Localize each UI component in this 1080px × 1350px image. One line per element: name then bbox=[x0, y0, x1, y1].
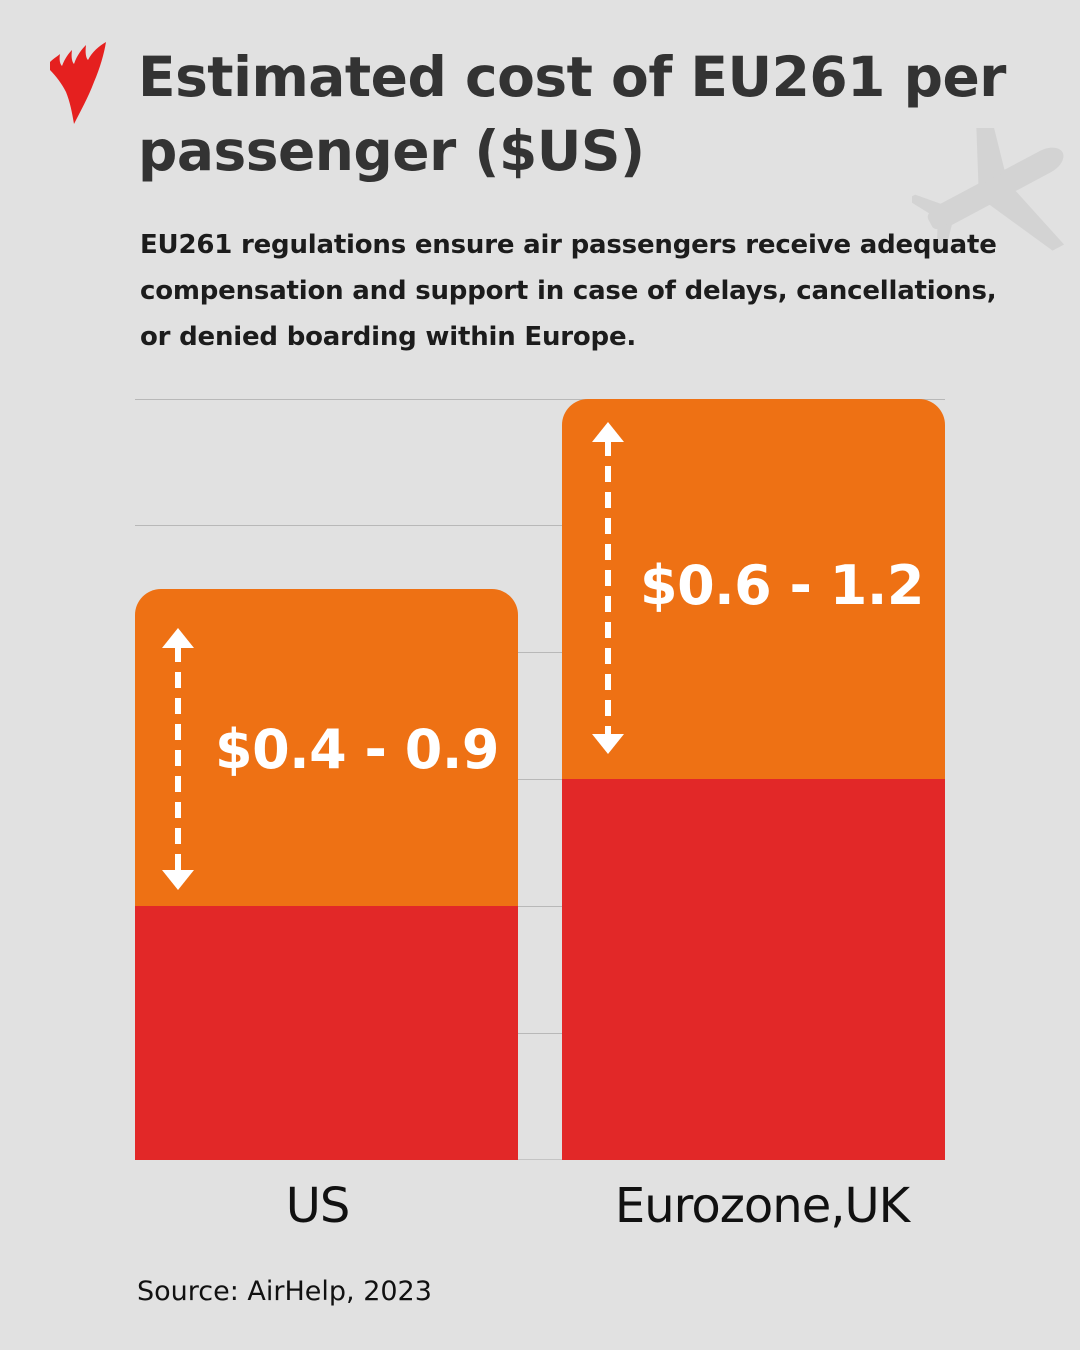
gridline-0-8 bbox=[135, 652, 945, 653]
bar-us-label: $0.4 - 0.9 bbox=[215, 718, 499, 781]
x-label-eurozone-uk: Eurozone,UK bbox=[614, 1178, 910, 1234]
x-label-us: US bbox=[285, 1178, 351, 1234]
source-note: Source: AirHelp, 2023 bbox=[137, 1276, 432, 1307]
double-arrow-icon bbox=[592, 422, 624, 754]
chart-title: Estimated cost of EU261 per passenger ($… bbox=[138, 45, 1006, 183]
bar-us-base bbox=[135, 906, 518, 1160]
gridline-0-4 bbox=[135, 906, 945, 907]
bar-eurozone-uk-range bbox=[562, 399, 945, 780]
gridline-0-6 bbox=[135, 779, 945, 780]
sbs-logo-icon bbox=[50, 42, 106, 124]
airplane-icon bbox=[912, 128, 1065, 253]
bar-eurozone-uk-base bbox=[562, 779, 945, 1160]
bar-eurozone-uk-label: $0.6 - 1.2 bbox=[640, 554, 924, 617]
bar-us-range bbox=[135, 589, 518, 919]
bar-eurozone-uk bbox=[562, 399, 945, 1160]
chart-subtitle: EU261 regulations ensure air passengers … bbox=[140, 230, 997, 352]
baseline bbox=[135, 1159, 945, 1160]
gridline-0-2 bbox=[135, 1033, 945, 1034]
bar-us bbox=[135, 589, 518, 1160]
gridline-1-2 bbox=[135, 399, 945, 400]
gridline-1-0 bbox=[135, 525, 945, 526]
double-arrow-icon bbox=[162, 628, 194, 890]
